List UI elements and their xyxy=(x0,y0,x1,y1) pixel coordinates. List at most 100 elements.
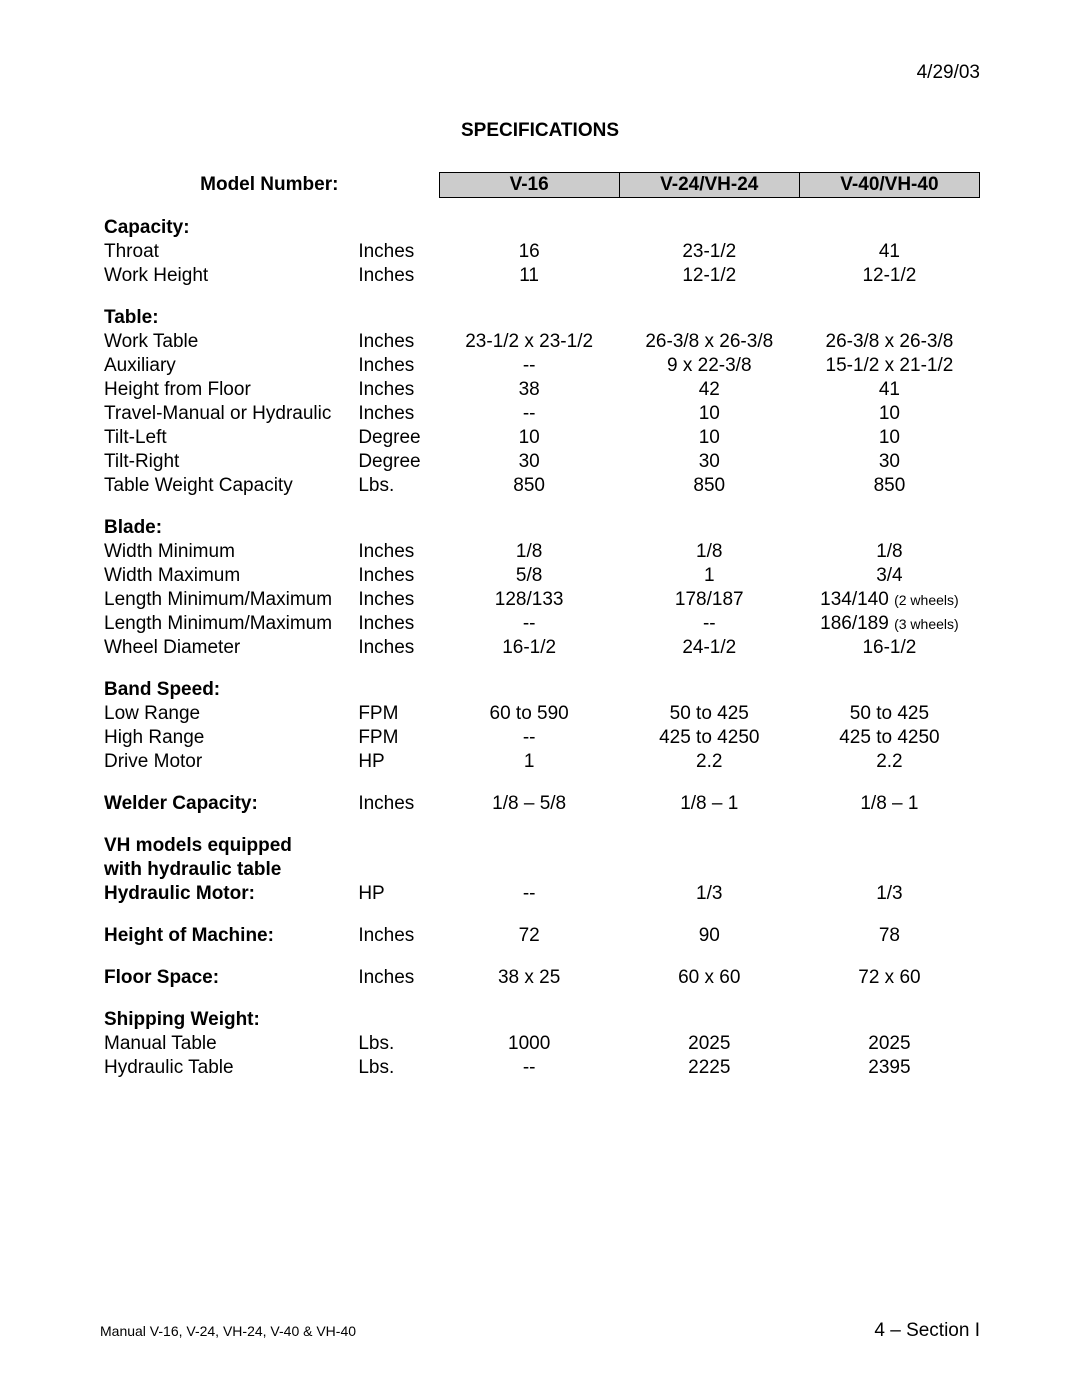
row-val: 1/3 xyxy=(619,882,799,906)
row-label: Width Minimum xyxy=(100,540,354,564)
table-row: Table Weight CapacityLbs.850850850 xyxy=(100,474,980,498)
row-unit: Inches xyxy=(354,792,439,816)
row-val: 2025 xyxy=(619,1032,799,1056)
table-row: AuxiliaryInches--9 x 22-3/815-1/2 x 21-1… xyxy=(100,354,980,378)
row-val: 1/8 – 1 xyxy=(799,792,979,816)
row-val: 2.2 xyxy=(799,750,979,774)
row-val: 24-1/2 xyxy=(619,636,799,660)
row-unit: HP xyxy=(354,882,439,906)
row-val: 850 xyxy=(439,474,619,498)
table-row: Hydraulic Motor:HP--1/31/3 xyxy=(100,882,980,906)
row-label: Hydraulic Table xyxy=(100,1056,354,1080)
section-shipping: Shipping Weight: xyxy=(100,1008,980,1032)
row-val: 72 xyxy=(439,924,619,948)
row-val: 50 to 425 xyxy=(799,702,979,726)
row-val: -- xyxy=(439,882,619,906)
row-val: 23-1/2 xyxy=(619,240,799,264)
section-capacity: Capacity: xyxy=(100,216,980,240)
row-val: -- xyxy=(439,1056,619,1080)
row-val: 134/140 (2 wheels) xyxy=(799,588,979,612)
row-unit: Inches xyxy=(354,924,439,948)
row-unit: Inches xyxy=(354,402,439,426)
row-val: 60 x 60 xyxy=(619,966,799,990)
table-row: Height from FloorInches384241 xyxy=(100,378,980,402)
row-val: 425 to 4250 xyxy=(619,726,799,750)
row-val: 10 xyxy=(799,426,979,450)
row-val: 178/187 xyxy=(619,588,799,612)
table-row: Welder Capacity:Inches1/8 – 5/81/8 – 11/… xyxy=(100,792,980,816)
row-val: 2025 xyxy=(799,1032,979,1056)
row-val: -- xyxy=(439,402,619,426)
row-val: 38 xyxy=(439,378,619,402)
row-val: 50 to 425 xyxy=(619,702,799,726)
row-label: Manual Table xyxy=(100,1032,354,1056)
row-val: -- xyxy=(439,612,619,636)
table-row: Throat Inches 16 23-1/2 41 xyxy=(100,240,980,264)
hydraulic-line2: with hydraulic table xyxy=(100,858,980,882)
footer-left: Manual V-16, V-24, VH-24, V-40 & VH-40 xyxy=(100,1323,356,1339)
row-val: 90 xyxy=(619,924,799,948)
page-footer: Manual V-16, V-24, VH-24, V-40 & VH-40 4… xyxy=(100,1320,980,1342)
section-floor: Floor Space: xyxy=(100,966,354,990)
table-row: Manual TableLbs.100020252025 xyxy=(100,1032,980,1056)
row-val: 9 x 22-3/8 xyxy=(619,354,799,378)
row-val: 78 xyxy=(799,924,979,948)
table-row: High RangeFPM--425 to 4250425 to 4250 xyxy=(100,726,980,750)
row-unit: Inches xyxy=(354,540,439,564)
table-row: Work Height Inches 11 12-1/2 12-1/2 xyxy=(100,264,980,288)
row-label: Low Range xyxy=(100,702,354,726)
row-val: 128/133 xyxy=(439,588,619,612)
row-label: Work Table xyxy=(100,330,354,354)
table-row: Tilt-RightDegree303030 xyxy=(100,450,980,474)
row-unit: Degree xyxy=(354,450,439,474)
table-row: Floor Space:Inches38 x 2560 x 6072 x 60 xyxy=(100,966,980,990)
row-val: 26-3/8 x 26-3/8 xyxy=(619,330,799,354)
row-unit: FPM xyxy=(354,726,439,750)
row-unit: FPM xyxy=(354,702,439,726)
row-val: 16 xyxy=(439,240,619,264)
table-row: Tilt-LeftDegree101010 xyxy=(100,426,980,450)
table-row: Length Minimum/MaximumInches128/133178/1… xyxy=(100,588,980,612)
row-val: 1/3 xyxy=(799,882,979,906)
row-val: 1 xyxy=(619,564,799,588)
row-val: -- xyxy=(439,354,619,378)
row-val: 186/189 (3 wheels) xyxy=(799,612,979,636)
row-unit: Inches xyxy=(354,378,439,402)
row-label: Length Minimum/Maximum xyxy=(100,612,354,636)
row-val-text: 134/140 xyxy=(820,589,889,610)
table-row: Travel-Manual or HydraulicInches--1010 xyxy=(100,402,980,426)
row-val: 23-1/2 x 23-1/2 xyxy=(439,330,619,354)
row-val: 12-1/2 xyxy=(799,264,979,288)
row-unit: Degree xyxy=(354,426,439,450)
page-title: SPECIFICATIONS xyxy=(100,120,980,142)
section-table: Table: xyxy=(100,306,980,330)
row-unit: Lbs. xyxy=(354,1032,439,1056)
specifications-table: Model Number: V-16 V-24/VH-24 V-40/VH-40… xyxy=(100,172,980,1080)
row-label: Work Height xyxy=(100,264,354,288)
row-unit: Inches xyxy=(354,612,439,636)
row-val: 30 xyxy=(439,450,619,474)
table-row: Width MinimumInches1/81/81/8 xyxy=(100,540,980,564)
row-label: Length Minimum/Maximum xyxy=(100,588,354,612)
row-val: 2395 xyxy=(799,1056,979,1080)
row-label: High Range xyxy=(100,726,354,750)
row-val: 3/4 xyxy=(799,564,979,588)
row-unit: Lbs. xyxy=(354,1056,439,1080)
row-val: 60 to 590 xyxy=(439,702,619,726)
row-val: 41 xyxy=(799,378,979,402)
section-blade: Blade: xyxy=(100,516,980,540)
table-row: Hydraulic TableLbs.--22252395 xyxy=(100,1056,980,1080)
row-val: -- xyxy=(619,612,799,636)
footer-right: 4 – Section I xyxy=(874,1320,980,1342)
row-val: 1/8 xyxy=(439,540,619,564)
row-unit: Inches xyxy=(354,966,439,990)
row-unit: Inches xyxy=(354,588,439,612)
row-label: Height from Floor xyxy=(100,378,354,402)
row-val: 1/8 xyxy=(799,540,979,564)
page-date: 4/29/03 xyxy=(917,62,980,84)
table-row: Height of Machine:Inches729078 xyxy=(100,924,980,948)
row-unit: Inches xyxy=(354,354,439,378)
row-val: 38 x 25 xyxy=(439,966,619,990)
row-unit: Inches xyxy=(354,564,439,588)
row-val: 1/8 – 1 xyxy=(619,792,799,816)
